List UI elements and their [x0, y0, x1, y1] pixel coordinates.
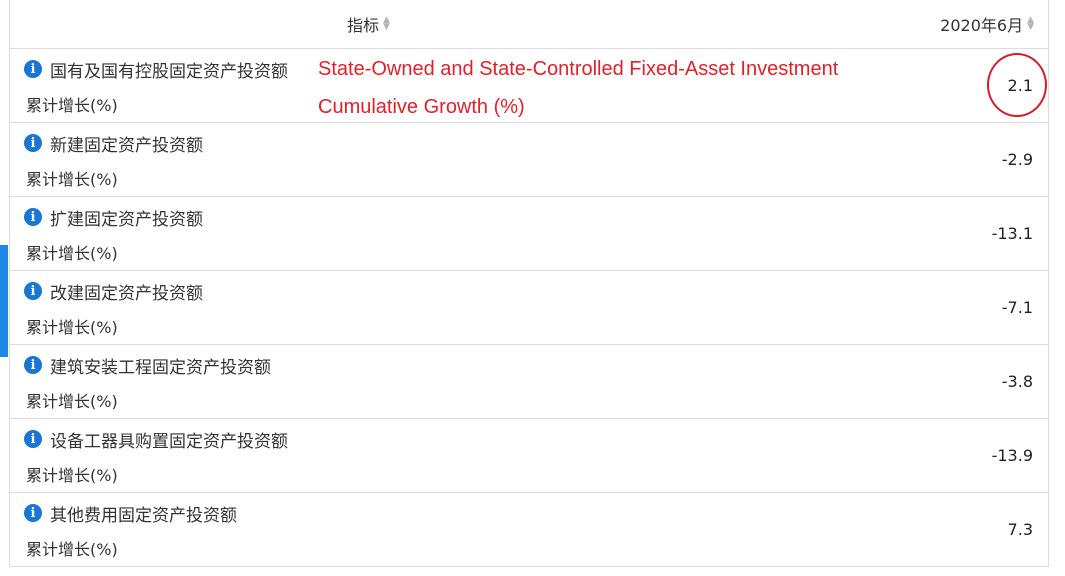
indicator-name: i 国有及国有控股固定资产投资额 [24, 56, 288, 82]
data-table: 指标 ▲ ▼ 2020年6月 ▲ ▼ i 国有及国有控股固定资产投资额 累计增长(%… [9, 0, 1049, 567]
info-icon[interactable]: i [24, 60, 42, 78]
indicator-name-text: 其他费用固定资产投资额 [50, 505, 237, 526]
info-icon[interactable]: i [24, 208, 42, 226]
indicator-metric: 累计增长(%) [26, 318, 118, 337]
indicator-value: -2.9 [1001, 150, 1033, 169]
annotation-line-2: Cumulative Growth (%) [318, 96, 525, 118]
table-header: 指标 ▲ ▼ 2020年6月 ▲ ▼ [10, 0, 1048, 49]
indicator-metric: 累计增长(%) [26, 540, 118, 559]
info-icon[interactable]: i [24, 282, 42, 300]
table-row: i 新建固定资产投资额 累计增长(%) -2.9 [10, 123, 1048, 197]
table-row: i 改建固定资产投资额 累计增长(%) -7.1 [10, 271, 1048, 345]
column-header-period-label: 2020年6月 [940, 16, 1024, 35]
indicator-name-text: 改建固定资产投资额 [50, 283, 203, 304]
indicator-value: -13.9 [991, 446, 1033, 465]
indicator-name: i 建筑安装工程固定资产投资额 [24, 352, 271, 378]
indicator-name: i 改建固定资产投资额 [24, 278, 203, 304]
indicator-name-text: 建筑安装工程固定资产投资额 [50, 357, 271, 378]
indicator-name-text: 国有及国有控股固定资产投资额 [50, 61, 288, 82]
column-header-period[interactable]: 2020年6月 ▲ ▼ [940, 0, 1034, 48]
indicator-metric: 累计增长(%) [26, 170, 118, 189]
sort-arrows-icon[interactable]: ▲ ▼ [383, 15, 390, 32]
indicator-name-text: 扩建固定资产投资额 [50, 209, 203, 230]
indicator-value: -3.8 [1001, 372, 1033, 391]
indicator-metric: 累计增长(%) [26, 466, 118, 485]
translation-annotation: State-Owned and State-Controlled Fixed-A… [318, 50, 918, 126]
column-header-indicator-label: 指标 [347, 16, 380, 35]
indicator-name: i 设备工器具购置固定资产投资额 [24, 426, 288, 452]
column-header-indicator[interactable]: 指标 ▲ ▼ [347, 0, 390, 48]
info-icon[interactable]: i [24, 134, 42, 152]
indicator-value: -7.1 [1001, 298, 1033, 317]
indicator-name: i 扩建固定资产投资额 [24, 204, 203, 230]
indicator-value: 7.3 [1007, 520, 1033, 539]
sort-arrows-icon[interactable]: ▲ ▼ [1027, 15, 1034, 32]
indicator-name-text: 设备工器具购置固定资产投资额 [50, 431, 288, 452]
indicator-metric: 累计增长(%) [26, 392, 118, 411]
table-row: i 其他费用固定资产投资额 累计增长(%) 7.3 [10, 493, 1048, 567]
info-icon[interactable]: i [24, 504, 42, 522]
table-row: i 国有及国有控股固定资产投资额 累计增长(%) 2.1 [10, 49, 1048, 123]
info-icon[interactable]: i [24, 356, 42, 374]
indicator-name: i 其他费用固定资产投资额 [24, 500, 237, 526]
annotation-line-1: State-Owned and State-Controlled Fixed-A… [318, 58, 839, 80]
indicator-value: -13.1 [991, 224, 1033, 243]
table-row: i 设备工器具购置固定资产投资额 累计增长(%) -13.9 [10, 419, 1048, 493]
indicator-metric: 累计增长(%) [26, 96, 118, 115]
indicator-name-text: 新建固定资产投资额 [50, 135, 203, 156]
indicator-value: 2.1 [1007, 76, 1033, 95]
info-icon[interactable]: i [24, 430, 42, 448]
table-row: i 扩建固定资产投资额 累计增长(%) -13.1 [10, 197, 1048, 271]
side-drawer-tab[interactable] [0, 245, 8, 357]
indicator-name: i 新建固定资产投资额 [24, 130, 203, 156]
indicator-metric: 累计增长(%) [26, 244, 118, 263]
table-row: i 建筑安装工程固定资产投资额 累计增长(%) -3.8 [10, 345, 1048, 419]
